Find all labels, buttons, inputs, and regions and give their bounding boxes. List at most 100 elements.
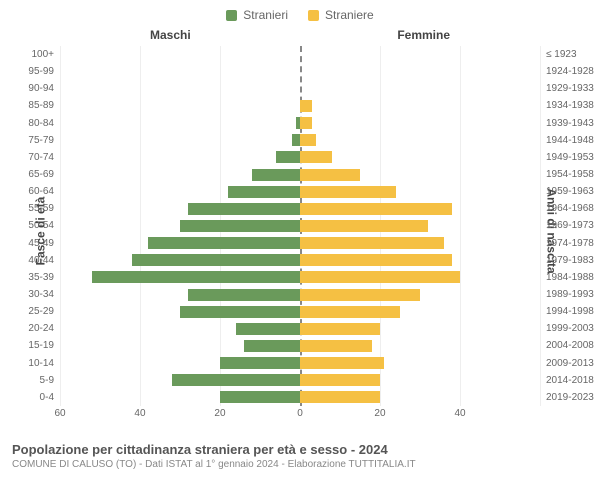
pyramid-row: 50-541969-1973 [60, 217, 540, 234]
age-label: 5-9 [40, 375, 60, 386]
age-label: 75-79 [28, 135, 60, 146]
legend-item-female: Straniere [308, 8, 374, 22]
birth-label: 1989-1993 [540, 289, 594, 300]
legend-label-female: Straniere [325, 8, 374, 22]
bar-female [300, 323, 380, 335]
bar-female [300, 186, 396, 198]
pyramid-row: 25-291994-1998 [60, 303, 540, 320]
age-label: 40-44 [28, 255, 60, 266]
birth-label: 1949-1953 [540, 152, 594, 163]
pyramid-row: 10-142009-2013 [60, 355, 540, 372]
bar-female [300, 306, 400, 318]
bar-male [92, 271, 300, 283]
chart-title: Popolazione per cittadinanza straniera p… [12, 442, 588, 457]
pyramid-row: 45-491974-1978 [60, 235, 540, 252]
bar-female [300, 254, 452, 266]
rows-container: 100+≤ 192395-991924-192890-941929-193385… [60, 46, 540, 406]
x-axis: 60402002040 [60, 408, 540, 426]
legend-item-male: Stranieri [226, 8, 288, 22]
age-label: 25-29 [28, 306, 60, 317]
bar-male [236, 323, 300, 335]
bar-female [300, 357, 384, 369]
pyramid-row: 90-941929-1933 [60, 80, 540, 97]
age-label: 60-64 [28, 186, 60, 197]
pyramid-row: 55-591964-1968 [60, 200, 540, 217]
bar-male [180, 220, 300, 232]
bar-female [300, 237, 444, 249]
age-label: 0-4 [40, 392, 60, 403]
bar-female [300, 100, 312, 112]
bar-male [172, 374, 300, 386]
footer: Popolazione per cittadinanza straniera p… [0, 436, 600, 470]
pyramid-row: 0-42019-2023 [60, 389, 540, 406]
age-label: 100+ [31, 49, 60, 60]
birth-label: 1969-1973 [540, 220, 594, 231]
birth-label: 1939-1943 [540, 118, 594, 129]
age-label: 10-14 [28, 358, 60, 369]
age-label: 85-89 [28, 100, 60, 111]
pyramid-row: 5-92014-2018 [60, 372, 540, 389]
legend: Stranieri Straniere [0, 0, 600, 26]
pyramid-row: 70-741949-1953 [60, 149, 540, 166]
age-label: 20-24 [28, 323, 60, 334]
birth-label: 2014-2018 [540, 375, 594, 386]
bar-male [292, 134, 300, 146]
pyramid-row: 15-192004-2008 [60, 337, 540, 354]
bar-female [300, 289, 420, 301]
age-label: 55-59 [28, 203, 60, 214]
birth-label: 1924-1928 [540, 66, 594, 77]
x-tick: 0 [297, 408, 303, 419]
bar-male [188, 203, 300, 215]
bar-female [300, 220, 428, 232]
birth-label: 1959-1963 [540, 186, 594, 197]
age-label: 70-74 [28, 152, 60, 163]
bar-female [300, 151, 332, 163]
plot-area: 100+≤ 192395-991924-192890-941929-193385… [60, 46, 540, 406]
x-tick: 40 [134, 408, 145, 419]
pyramid-row: 40-441979-1983 [60, 252, 540, 269]
pyramid-row: 100+≤ 1923 [60, 46, 540, 63]
pyramid-row: 65-691954-1958 [60, 166, 540, 183]
birth-label: 2004-2008 [540, 340, 594, 351]
column-header-male: Maschi [150, 28, 191, 42]
bar-female [300, 134, 316, 146]
age-label: 30-34 [28, 289, 60, 300]
age-label: 50-54 [28, 220, 60, 231]
age-label: 95-99 [28, 66, 60, 77]
x-tick: 20 [374, 408, 385, 419]
birth-label: 1994-1998 [540, 306, 594, 317]
birth-label: 2019-2023 [540, 392, 594, 403]
chart: Maschi Femmine Fasce di età Anni di nasc… [0, 26, 600, 436]
age-label: 65-69 [28, 169, 60, 180]
bar-male [252, 169, 300, 181]
bar-female [300, 117, 312, 129]
pyramid-row: 75-791944-1948 [60, 132, 540, 149]
bar-male [188, 289, 300, 301]
x-tick: 40 [454, 408, 465, 419]
birth-label: 2009-2013 [540, 358, 594, 369]
birth-label: 1954-1958 [540, 169, 594, 180]
bar-male [220, 391, 300, 403]
birth-label: 1944-1948 [540, 135, 594, 146]
pyramid-row: 20-241999-2003 [60, 320, 540, 337]
bar-male [220, 357, 300, 369]
pyramid-row: 35-391984-1988 [60, 269, 540, 286]
birth-label: ≤ 1923 [540, 49, 577, 60]
bar-male [276, 151, 300, 163]
bar-male [180, 306, 300, 318]
legend-swatch-female [308, 10, 319, 21]
birth-label: 1974-1978 [540, 238, 594, 249]
chart-subtitle: COMUNE DI CALUSO (TO) - Dati ISTAT al 1°… [12, 459, 588, 470]
bar-male [244, 340, 300, 352]
legend-swatch-male [226, 10, 237, 21]
bar-female [300, 169, 360, 181]
age-label: 35-39 [28, 272, 60, 283]
pyramid-row: 95-991924-1928 [60, 63, 540, 80]
column-header-female: Femmine [397, 28, 450, 42]
age-label: 80-84 [28, 118, 60, 129]
bar-male [132, 254, 300, 266]
birth-label: 1979-1983 [540, 255, 594, 266]
x-tick: 20 [214, 408, 225, 419]
legend-label-male: Stranieri [243, 8, 288, 22]
bar-female [300, 374, 380, 386]
